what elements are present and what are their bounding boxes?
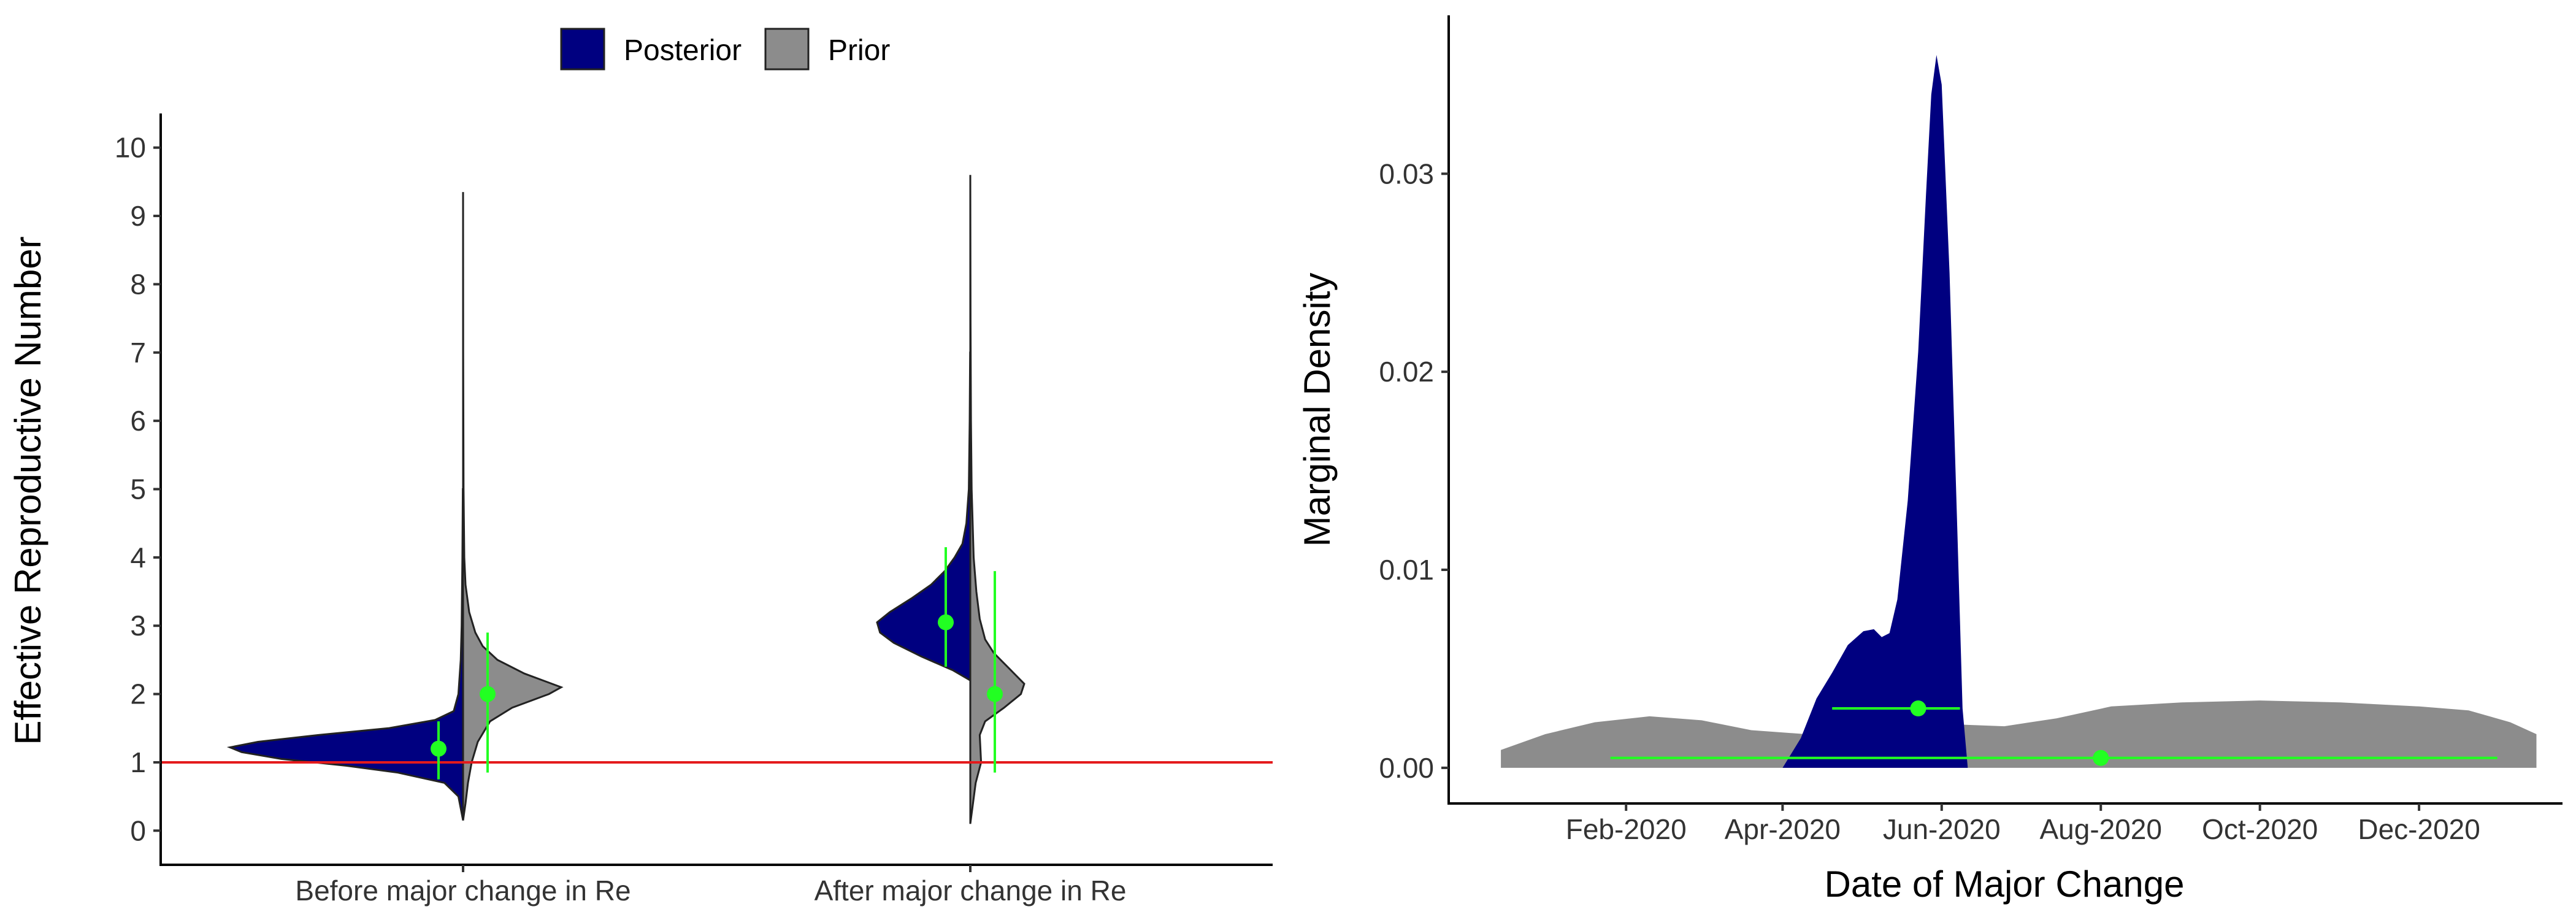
legend-key-posterior: [560, 28, 605, 71]
median-point-prior: [2093, 749, 2109, 766]
y-tick-label: 0.03: [1379, 158, 1434, 190]
x-tick-label: After major change in Re: [815, 875, 1127, 907]
legend: Posterior Prior: [560, 28, 890, 71]
y-tick-label: 0.01: [1379, 554, 1434, 586]
violin-x-ticks: Before major change in Re After major cha…: [295, 865, 1126, 907]
y-tick-label: 10: [115, 132, 146, 164]
y-tick-label: 0.02: [1379, 356, 1434, 388]
legend-label-posterior: Posterior: [624, 34, 742, 67]
violin-marks: [226, 175, 1025, 824]
y-tick-label: 5: [130, 473, 146, 505]
y-tick-label: 0.00: [1379, 752, 1434, 784]
x-tick-label: Dec-2020: [2358, 813, 2480, 845]
density-y-axis-title: Marginal Density: [1297, 273, 1338, 547]
density-area-prior: [1501, 700, 2537, 768]
y-tick-label: 3: [130, 610, 146, 642]
violin-posterior-before: [226, 488, 464, 821]
density-x-ticks: Feb-2020 Apr-2020 Jun-2020 Aug-2020 Oct-2020…: [1566, 803, 2480, 845]
x-tick-label: Aug-2020: [2039, 813, 2162, 845]
x-tick-label: Apr-2020: [1725, 813, 1841, 845]
violin-summaries: [431, 547, 1003, 780]
density-x-axis-title: Date of Major Change: [1825, 864, 2185, 905]
y-tick-label: 0: [130, 815, 146, 846]
legend-label-prior: Prior: [828, 34, 890, 67]
x-tick-label: Feb-2020: [1566, 813, 1687, 845]
y-tick-label: 8: [130, 268, 146, 300]
y-tick-label: 1: [130, 746, 146, 778]
violin-y-ticks: 0 1 2 3 4 5 6 7 8 9 10: [115, 132, 161, 846]
violin-prior-after: [969, 175, 1025, 824]
median-point-prior-after: [987, 686, 1003, 702]
median-point-posterior-before: [431, 740, 447, 757]
violin-y-axis-title: Effective Reproductive Number: [7, 236, 48, 745]
density-panel: 0.00 0.01 0.02 0.03 Feb-2020 Apr-2020 Jun-202…: [1297, 15, 2563, 905]
y-tick-label: 7: [130, 337, 146, 369]
y-tick-label: 6: [130, 405, 146, 437]
legend-key-prior: [764, 28, 810, 71]
density-y-ticks: 0.00 0.01 0.02 0.03: [1379, 158, 1449, 784]
y-tick-label: 9: [130, 200, 146, 232]
x-tick-label: Jun-2020: [1883, 813, 2001, 845]
x-tick-label: Before major change in Re: [295, 875, 631, 907]
density-marks: [1501, 55, 2537, 768]
x-tick-label: Oct-2020: [2202, 813, 2318, 845]
y-tick-label: 2: [130, 678, 146, 710]
median-point-prior-before: [480, 686, 496, 702]
violin-prior-before: [462, 192, 564, 821]
density-summaries: [1610, 700, 2497, 766]
violin-panel: 0 1 2 3 4 5 6 7 8 9 10 Before major change in Re Af…: [7, 113, 1273, 907]
y-tick-label: 4: [130, 542, 146, 573]
median-point-posterior: [1910, 700, 1926, 717]
density-area-posterior: [1782, 55, 1968, 768]
violin-posterior-after: [876, 351, 972, 682]
median-point-posterior-after: [938, 614, 954, 631]
